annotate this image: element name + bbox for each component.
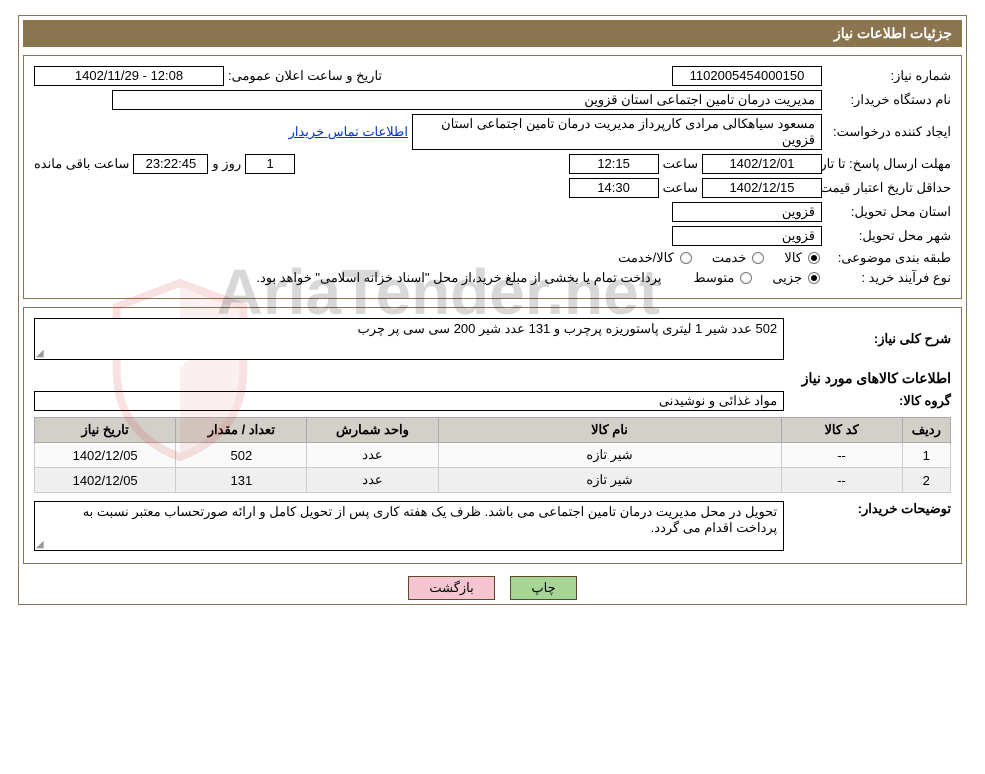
opt-goods-service: کالا/خدمت bbox=[618, 250, 674, 266]
need-info-panel: شماره نیاز: 1102005454000150 تاریخ و ساع… bbox=[23, 55, 962, 299]
group-value: مواد غذائی و نوشیدنی bbox=[34, 391, 784, 411]
need-number-label: شماره نیاز: bbox=[826, 68, 951, 84]
summary-text-content: 502 عدد شیر 1 لیتری پاستوریزه پرچرب و 13… bbox=[358, 321, 778, 336]
price-validity-text: حداقل تاریخ اعتبار قیمت: bbox=[816, 180, 951, 195]
remaining-days: 1 bbox=[245, 154, 295, 174]
th-code: کد کالا bbox=[781, 418, 902, 443]
th-name: نام کالا bbox=[438, 418, 781, 443]
cell-code: -- bbox=[781, 443, 902, 468]
reply-label-text: مهلت ارسال پاسخ: bbox=[849, 156, 951, 171]
buyer-notes-text: تحویل در محل مدیریت درمان تامین اجتماعی … bbox=[34, 501, 784, 551]
cell-name: شیر تازه bbox=[438, 468, 781, 493]
remaining-time: 23:22:45 bbox=[133, 154, 208, 174]
back-button[interactable]: بازگشت bbox=[408, 576, 494, 600]
radio-medium[interactable] bbox=[740, 272, 752, 284]
purchase-note: پرداخت تمام یا بخشی از مبلغ خرید،از محل … bbox=[256, 270, 661, 286]
th-unit: واحد شمارش bbox=[307, 418, 438, 443]
cell-unit: عدد bbox=[307, 468, 438, 493]
cell-idx: 2 bbox=[902, 468, 950, 493]
table-row: 2 -- شیر تازه عدد 131 1402/12/05 bbox=[35, 468, 951, 493]
requester-label: ایجاد کننده درخواست: bbox=[826, 124, 951, 140]
requester: مسعود سیاهکالی مرادی کارپرداز مدیریت درم… bbox=[412, 114, 822, 150]
cell-qty: 131 bbox=[176, 468, 307, 493]
resize-handle-icon[interactable]: ◢ bbox=[36, 350, 44, 358]
cell-date: 1402/12/05 bbox=[35, 468, 176, 493]
purchase-type-label: نوع فرآیند خرید : bbox=[826, 270, 951, 286]
radio-partial[interactable] bbox=[808, 272, 820, 284]
cell-name: شیر تازه bbox=[438, 443, 781, 468]
radio-service[interactable] bbox=[752, 252, 764, 264]
cell-qty: 502 bbox=[176, 443, 307, 468]
section-title: جزئیات اطلاعات نیاز bbox=[23, 20, 962, 47]
time-label-2: ساعت bbox=[663, 180, 698, 196]
group-label: گروه کالا: bbox=[788, 393, 951, 409]
city-label: شهر محل تحویل: bbox=[826, 228, 951, 244]
city: قزوین bbox=[672, 226, 822, 246]
opt-goods: کالا bbox=[784, 250, 802, 266]
th-date: تاریخ نیاز bbox=[35, 418, 176, 443]
reply-time: 12:15 bbox=[569, 154, 659, 174]
price-validity-date: 1402/12/15 bbox=[702, 178, 822, 198]
cell-unit: عدد bbox=[307, 443, 438, 468]
announce-datetime: 12:08 - 1402/11/29 bbox=[34, 66, 224, 86]
cell-code: -- bbox=[781, 468, 902, 493]
radio-goods-service[interactable] bbox=[680, 252, 692, 264]
form-container: جزئیات اطلاعات نیاز شماره نیاز: 11020054… bbox=[18, 15, 967, 605]
reply-date: 1402/12/01 bbox=[702, 154, 822, 174]
opt-service: خدمت bbox=[712, 250, 747, 266]
opt-medium: متوسط bbox=[693, 270, 734, 286]
opt-partial: جزیی bbox=[772, 270, 802, 286]
summary-label: شرح کلی نیاز: bbox=[788, 331, 951, 347]
items-table: ردیف کد کالا نام کالا واحد شمارش تعداد /… bbox=[34, 417, 951, 493]
button-row: چاپ بازگشت bbox=[23, 576, 962, 600]
cell-idx: 1 bbox=[902, 443, 950, 468]
price-validity-time: 14:30 bbox=[569, 178, 659, 198]
reply-deadline-label: مهلت ارسال پاسخ: تا تاریخ: bbox=[826, 156, 951, 172]
price-validity-label: حداقل تاریخ اعتبار قیمت: تا تاریخ: bbox=[826, 180, 951, 196]
buyer-org-label: نام دستگاه خریدار: bbox=[826, 92, 951, 108]
remaining-suffix: ساعت باقی مانده bbox=[34, 156, 129, 172]
province: قزوین bbox=[672, 202, 822, 222]
cell-date: 1402/12/05 bbox=[35, 443, 176, 468]
goods-section-title: اطلاعات کالاهای مورد نیاز bbox=[786, 370, 951, 387]
summary-text: 502 عدد شیر 1 لیتری پاستوریزه پرچرب و 13… bbox=[34, 318, 784, 360]
classification-label: طبقه بندی موضوعی: bbox=[826, 250, 951, 266]
buyer-notes-content: تحویل در محل مدیریت درمان تامین اجتماعی … bbox=[83, 504, 777, 535]
resize-handle-icon[interactable]: ◢ bbox=[36, 541, 44, 549]
buyer-notes-label: توضیحات خریدار: bbox=[788, 501, 951, 517]
buyer-contact-link[interactable]: اطلاعات تماس خریدار bbox=[289, 124, 408, 140]
table-row: 1 -- شیر تازه عدد 502 1402/12/05 bbox=[35, 443, 951, 468]
need-number: 1102005454000150 bbox=[672, 66, 822, 86]
announce-datetime-label: تاریخ و ساعت اعلان عمومی: bbox=[228, 68, 382, 84]
print-button[interactable]: چاپ bbox=[510, 576, 576, 600]
goods-panel: شرح کلی نیاز: 502 عدد شیر 1 لیتری پاستور… bbox=[23, 307, 962, 564]
th-qty: تعداد / مقدار bbox=[176, 418, 307, 443]
buyer-org: مدیریت درمان تامین اجتماعی استان قزوین bbox=[112, 90, 822, 110]
time-label-1: ساعت bbox=[663, 156, 698, 172]
radio-goods[interactable] bbox=[808, 252, 820, 264]
th-idx: ردیف bbox=[902, 418, 950, 443]
days-and-label: روز و bbox=[212, 156, 241, 172]
province-label: استان محل تحویل: bbox=[826, 204, 951, 220]
